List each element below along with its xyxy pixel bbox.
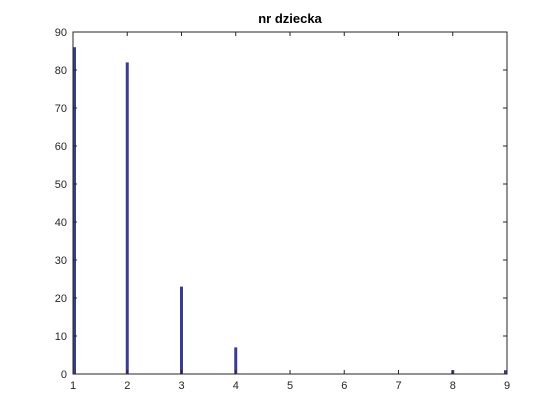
y-tick-label: 70 — [55, 103, 67, 115]
bar-9 — [504, 370, 507, 374]
x-tick-label: 2 — [124, 380, 130, 392]
y-tick-label: 30 — [55, 255, 67, 267]
x-tick-label: 8 — [450, 380, 456, 392]
x-tick-label: 4 — [233, 380, 239, 392]
x-axis-ticks: 1 2 3 4 5 6 7 8 9 — [70, 32, 510, 392]
x-tick-label: 3 — [178, 380, 184, 392]
y-axis-ticks: 0 10 20 30 40 50 60 70 80 90 — [55, 27, 507, 381]
x-tick-label: 9 — [504, 380, 510, 392]
y-tick-label: 50 — [55, 179, 67, 191]
y-tick-label: 10 — [55, 331, 67, 343]
bar-4 — [234, 347, 238, 374]
y-tick-label: 60 — [55, 141, 67, 153]
x-tick-label: 6 — [341, 380, 347, 392]
bar-3 — [180, 286, 183, 374]
y-tick-label: 40 — [55, 217, 67, 229]
bar-1 — [73, 47, 76, 374]
y-tick-label: 0 — [61, 369, 67, 381]
x-tick-label: 7 — [395, 380, 401, 392]
y-tick-label: 80 — [55, 65, 67, 77]
bar-2 — [125, 62, 129, 375]
y-tick-label: 90 — [55, 27, 67, 39]
chart-title: nr dziecka — [258, 11, 322, 26]
plot-area — [73, 32, 507, 374]
x-tick-label: 5 — [287, 380, 293, 392]
x-tick-label: 1 — [70, 380, 76, 392]
y-tick-label: 20 — [55, 293, 67, 305]
